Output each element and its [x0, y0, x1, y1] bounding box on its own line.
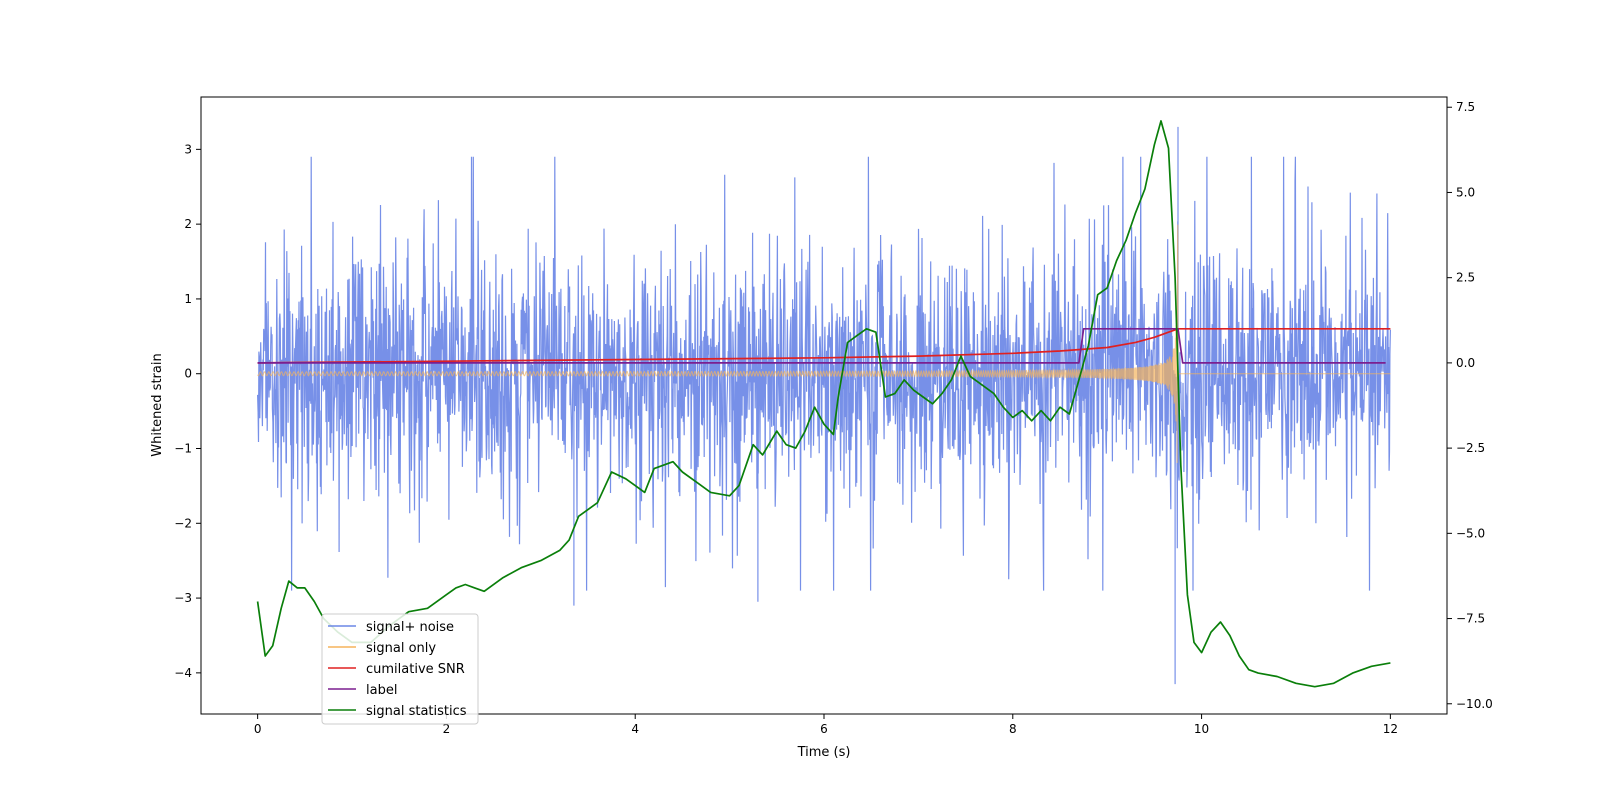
x-tick-label: 6 [820, 722, 828, 736]
y-tick-label: −1 [174, 442, 192, 456]
legend-label-signal-noise: signal+ noise [366, 620, 454, 635]
y-tick-label: 2 [184, 217, 192, 231]
y-axis-left: −4 −3 −2 −1 0 1 2 3 [174, 142, 201, 680]
y2-tick-label: −7.5 [1456, 612, 1485, 626]
x-tick-label: 8 [1009, 722, 1017, 736]
legend-box [321, 613, 479, 725]
y2-tick-label: 7.5 [1456, 100, 1475, 114]
y2-tick-label: −10.0 [1456, 697, 1493, 711]
series-signal-statistics [256, 120, 1391, 688]
x-tick-label: 4 [631, 722, 639, 736]
y2-tick-label: −2.5 [1456, 441, 1485, 455]
legend-label-cumulative-snr: cumilative SNR [366, 662, 465, 677]
y-axis-label: Whitened strain [150, 353, 165, 456]
x-axis-label: Time (s) [797, 745, 851, 760]
y-tick-label: −3 [174, 591, 192, 605]
y-tick-label: 3 [184, 142, 192, 156]
legend-label-label: label [366, 683, 397, 698]
y2-tick-label: 5.0 [1456, 185, 1475, 199]
y-tick-label: −4 [174, 666, 192, 680]
x-axis: 0 2 4 6 8 10 12 [254, 714, 1398, 736]
series-label [257, 327, 1386, 364]
legend: signal+ noise signal only cumilative SNR… [321, 613, 479, 725]
series-signal-only [257, 224, 1391, 464]
x-tick-label: 2 [443, 722, 451, 736]
y-tick-label: 1 [184, 292, 192, 306]
y2-tick-label: 2.5 [1456, 271, 1475, 285]
y-tick-label: −2 [174, 516, 192, 530]
y-axis-right: −10.0 −7.5 −5.0 −2.5 0.0 2.5 5.0 7.5 [1447, 100, 1493, 711]
series-signal-noise [257, 126, 1391, 685]
x-tick-label: 12 [1383, 722, 1398, 736]
x-tick-label: 0 [254, 722, 262, 736]
y-tick-label: 0 [184, 367, 192, 381]
legend-label-signal-statistics: signal statistics [366, 704, 467, 719]
y2-tick-label: −5.0 [1456, 526, 1485, 540]
series-layer [256, 120, 1391, 688]
legend-label-signal-only: signal only [366, 641, 436, 656]
x-tick-label: 10 [1194, 722, 1209, 736]
y2-tick-label: 0.0 [1456, 356, 1475, 370]
